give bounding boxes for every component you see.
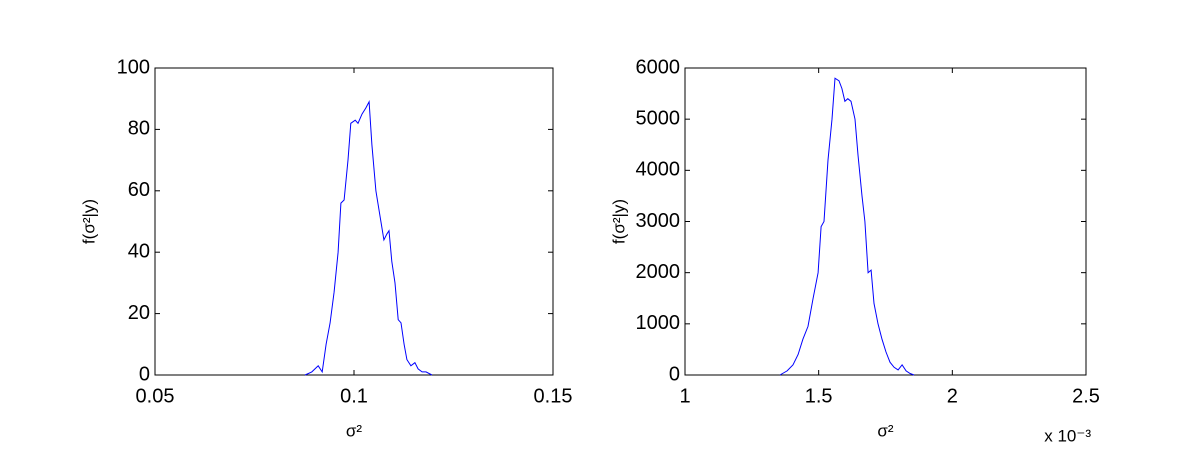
axes-box (154, 67, 554, 376)
y-tick-label: 20 (128, 302, 150, 324)
x-multiplier: x 10⁻³ (1044, 426, 1091, 445)
y-tick-label: 0 (139, 363, 150, 385)
y-tick-label: 5000 (636, 107, 681, 129)
x-tick-label: 2.5 (1072, 385, 1100, 407)
y-tick-label: 100 (117, 56, 150, 78)
x-tick-label: 0.1 (340, 385, 368, 407)
y-tick-label: 40 (128, 240, 150, 262)
y-tick-label: 4000 (636, 159, 681, 181)
y-tick-label: 2000 (636, 261, 681, 283)
data-line (304, 99, 433, 376)
x-tick-label: 0.05 (136, 385, 175, 407)
axes-box (684, 67, 1087, 376)
x-axis-label: σ² (877, 421, 893, 440)
x-tick-label: 1.5 (805, 385, 833, 407)
x-tick-label: 0.15 (534, 385, 573, 407)
y-axis-label: f(σ²|y) (79, 199, 98, 244)
y-tick-label: 80 (128, 118, 150, 140)
x-axis-label: σ² (346, 421, 362, 440)
y-tick-label: 60 (128, 179, 150, 201)
x-tick-label: 1 (679, 385, 690, 407)
y-tick-label: 6000 (636, 56, 681, 78)
y-tick-label: 3000 (636, 210, 681, 232)
y-tick-label: 1000 (636, 312, 681, 334)
x-tick-label: 2 (947, 385, 958, 407)
y-axis-label: f(σ²|y) (609, 199, 628, 244)
data-line (779, 77, 915, 376)
y-tick-label: 0 (669, 363, 680, 385)
